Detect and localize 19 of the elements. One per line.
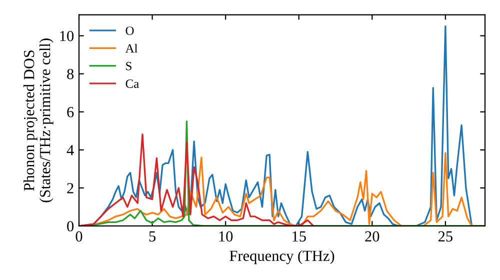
x-tick-label: 15: [292, 231, 306, 242]
y-tick-label: 4: [66, 145, 74, 156]
line-series: [79, 133, 314, 226]
y-tick-label: 6: [67, 107, 74, 118]
legend-label: S: [126, 62, 132, 70]
legend-label: Al: [125, 44, 138, 52]
y-tick-label: 2: [67, 183, 74, 194]
x-axis-title: Frequency (THz): [230, 250, 334, 264]
y-tick-label: 0: [67, 221, 74, 232]
x-tick-label: 0: [76, 231, 82, 242]
y-tick-label: 10: [60, 30, 74, 42]
x-tick-label: 20: [365, 231, 380, 242]
x-tick-label: 10: [219, 231, 233, 242]
legend-label: O: [126, 26, 134, 35]
y-tick-label: 8: [67, 68, 74, 80]
x-tick-label: 25: [438, 231, 452, 242]
x-tick-label: 5: [149, 231, 156, 242]
y-axis-title: Phonon projected DOS (States/THz·primitive cell): [23, 38, 54, 202]
legend-label: Ca: [126, 80, 139, 88]
